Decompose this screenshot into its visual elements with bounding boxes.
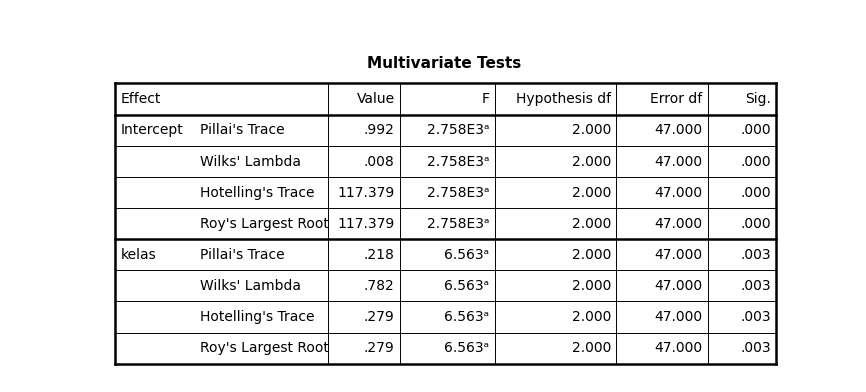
Text: kelas: kelas [120, 248, 156, 262]
Text: 2.758E3ᵃ: 2.758E3ᵃ [427, 186, 489, 200]
Text: 47.000: 47.000 [654, 154, 702, 169]
Text: .000: .000 [740, 186, 771, 200]
Text: 47.000: 47.000 [654, 310, 702, 324]
Text: 2.000: 2.000 [572, 186, 611, 200]
Text: .992: .992 [364, 123, 395, 138]
Text: 2.000: 2.000 [572, 248, 611, 262]
Text: 2.000: 2.000 [572, 341, 611, 355]
Text: .000: .000 [740, 217, 771, 231]
Text: Roy's Largest Root: Roy's Largest Root [200, 341, 329, 355]
Text: Wilks' Lambda: Wilks' Lambda [200, 154, 301, 169]
Text: 6.563ᵃ: 6.563ᵃ [444, 341, 489, 355]
Text: 47.000: 47.000 [654, 123, 702, 138]
Text: .279: .279 [364, 310, 395, 324]
Text: .003: .003 [740, 279, 771, 293]
Text: Hotelling's Trace: Hotelling's Trace [200, 186, 314, 200]
Text: 47.000: 47.000 [654, 248, 702, 262]
Text: 2.758E3ᵃ: 2.758E3ᵃ [427, 123, 489, 138]
Text: Effect: Effect [120, 92, 161, 106]
Text: 2.000: 2.000 [572, 154, 611, 169]
Text: Pillai's Trace: Pillai's Trace [200, 248, 285, 262]
Text: 6.563ᵃ: 6.563ᵃ [444, 248, 489, 262]
Text: 47.000: 47.000 [654, 279, 702, 293]
Text: 2.000: 2.000 [572, 123, 611, 138]
Text: .782: .782 [364, 279, 395, 293]
Text: Value: Value [357, 92, 395, 106]
Text: 47.000: 47.000 [654, 341, 702, 355]
Text: Hotelling's Trace: Hotelling's Trace [200, 310, 314, 324]
Text: .000: .000 [740, 154, 771, 169]
Text: 2.000: 2.000 [572, 279, 611, 293]
Text: Intercept: Intercept [120, 123, 183, 138]
Text: Roy's Largest Root: Roy's Largest Root [200, 217, 329, 231]
Text: 2.758E3ᵃ: 2.758E3ᵃ [427, 217, 489, 231]
Text: .003: .003 [740, 310, 771, 324]
Text: 47.000: 47.000 [654, 186, 702, 200]
Text: 47.000: 47.000 [654, 217, 702, 231]
Text: Sig.: Sig. [745, 92, 771, 106]
Text: 6.563ᵃ: 6.563ᵃ [444, 279, 489, 293]
Text: .008: .008 [364, 154, 395, 169]
Text: 117.379: 117.379 [337, 217, 395, 231]
Text: 2.758E3ᵃ: 2.758E3ᵃ [427, 154, 489, 169]
Text: 117.379: 117.379 [337, 186, 395, 200]
Text: 2.000: 2.000 [572, 310, 611, 324]
Text: Error df: Error df [650, 92, 702, 106]
Text: Multivariate Tests: Multivariate Tests [366, 56, 521, 71]
Text: Pillai's Trace: Pillai's Trace [200, 123, 285, 138]
Text: 6.563ᵃ: 6.563ᵃ [444, 310, 489, 324]
Text: Hypothesis df: Hypothesis df [516, 92, 611, 106]
Text: Wilks' Lambda: Wilks' Lambda [200, 279, 301, 293]
Text: .218: .218 [364, 248, 395, 262]
Text: 2.000: 2.000 [572, 217, 611, 231]
Text: F: F [481, 92, 489, 106]
Text: .279: .279 [364, 341, 395, 355]
Text: .003: .003 [740, 248, 771, 262]
Text: .000: .000 [740, 123, 771, 138]
Text: .003: .003 [740, 341, 771, 355]
